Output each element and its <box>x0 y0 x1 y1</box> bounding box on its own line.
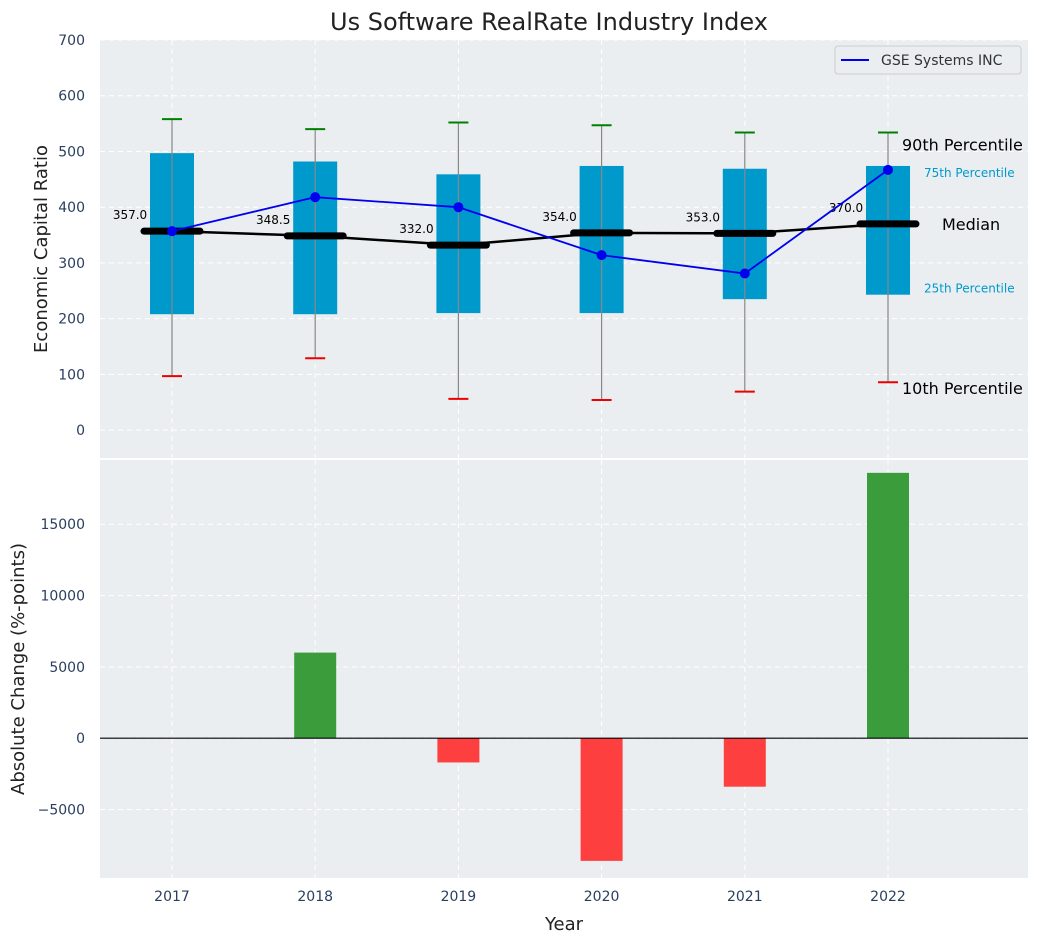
x-tick-label: 2018 <box>297 889 333 905</box>
annotation-median: Median <box>942 215 1000 234</box>
x-tick-label: 2021 <box>727 889 763 905</box>
company-point <box>596 250 607 261</box>
median-value-label: 370.0 <box>829 201 863 215</box>
bar-2019 <box>437 738 480 763</box>
y-tick-label: 600 <box>58 89 85 105</box>
median-value-label: 332.0 <box>399 222 433 236</box>
bar-2018 <box>294 652 337 739</box>
y-axis-label-top: Economic Capital Ratio <box>31 145 52 353</box>
x-tick-label: 2020 <box>584 889 620 905</box>
y-tick-label: 0 <box>76 423 85 439</box>
y-tick-label: 15000 <box>40 517 85 533</box>
annotation-p10: 10th Percentile <box>902 379 1023 398</box>
company-point <box>453 202 464 213</box>
y-tick-label: 0 <box>76 731 85 747</box>
y-tick-label: 300 <box>58 256 85 272</box>
bar-2022 <box>867 472 909 739</box>
company-point <box>310 192 321 203</box>
annotation-p90: 90th Percentile <box>902 136 1023 155</box>
chart-title: Us Software RealRate Industry Index <box>330 8 768 36</box>
y-tick-label: 5000 <box>49 660 85 676</box>
median-value-label: 357.0 <box>113 208 147 222</box>
annotation-p25: 25th Percentile <box>924 282 1015 296</box>
x-tick-label: 2019 <box>441 889 477 905</box>
legend-label: GSE Systems INC <box>881 53 1003 69</box>
y-tick-label: 700 <box>58 33 85 49</box>
y-tick-label: 10000 <box>40 589 85 605</box>
y-tick-label: 400 <box>58 200 85 216</box>
y-tick-label: 100 <box>58 367 85 383</box>
y-axis-label-bottom: Absolute Change (%-points) <box>8 543 29 795</box>
median-value-label: 353.0 <box>686 210 720 224</box>
x-tick-label: 2022 <box>870 889 906 905</box>
company-line <box>171 169 889 275</box>
company-point <box>167 226 177 237</box>
bar-chart-panel: −5000 0 5000 10000 15000 2017 2018 2019 2020 2021… <box>8 460 1028 935</box>
y-tick-label: 500 <box>58 144 85 160</box>
bar-2021 <box>723 738 766 787</box>
y-tick-label: −5000 <box>38 803 85 819</box>
y-tick-label: 200 <box>58 312 85 328</box>
legend-box <box>834 45 1022 75</box>
x-tick-label: 2017 <box>154 889 190 905</box>
median-value-label: 354.0 <box>542 210 576 224</box>
bar-2020 <box>580 738 623 861</box>
company-point <box>883 164 893 175</box>
median-value-label: 348.5 <box>256 213 290 227</box>
annotation-p75: 75th Percentile <box>924 166 1015 180</box>
box-plot-panel: 0 100 200 300 400 500 600 700 357.0 348.5 332.0 354… <box>31 33 1028 458</box>
company-point <box>739 268 750 279</box>
x-axis-label: Year <box>544 914 584 935</box>
